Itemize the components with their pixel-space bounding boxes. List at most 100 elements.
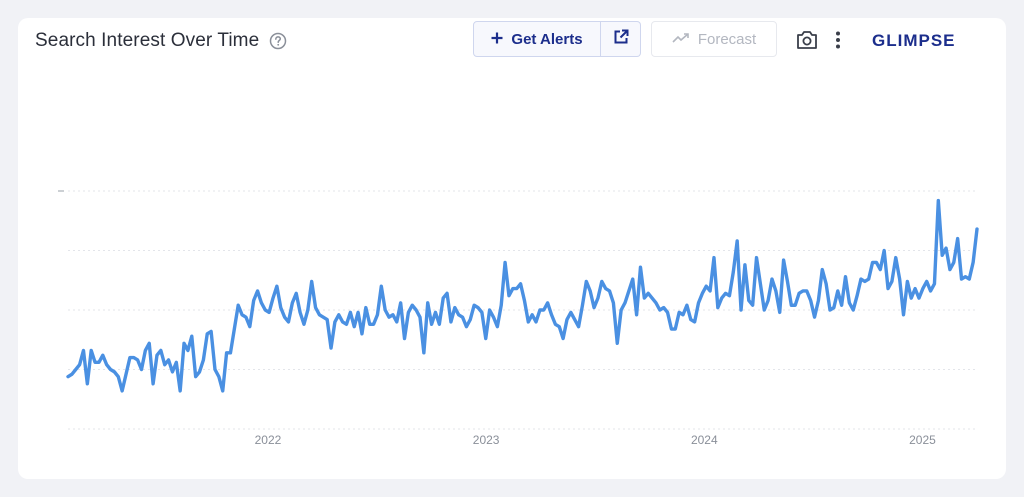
data-point [256,289,259,293]
data-point [937,199,940,202]
data-point [472,304,476,307]
data-point [217,375,221,378]
data-point [113,370,116,374]
data-point [476,306,480,309]
data-point [422,351,426,355]
data-point [306,308,310,312]
data-point [206,332,209,335]
data-point [74,368,77,371]
data-point [921,287,925,290]
data-point [805,289,808,293]
data-point [445,292,449,295]
data-point [732,270,735,274]
data-point [325,318,329,321]
data-point [279,306,282,309]
data-point [78,363,81,366]
data-point [542,308,545,312]
data-point [751,304,754,307]
data-point [534,320,538,324]
data-point [403,337,406,340]
data-point [577,325,580,328]
chart-card [18,18,1006,479]
data-point [894,256,897,259]
data-point [337,313,340,316]
data-point [298,311,302,314]
get-alerts-button[interactable]: Get Alerts [473,21,601,57]
data-point [287,320,290,324]
data-point [430,323,433,326]
data-point [194,375,197,378]
data-point [229,351,232,355]
kebab-menu-icon[interactable] [834,30,842,50]
data-point [755,256,758,259]
data-point [175,361,178,364]
data-point [956,237,959,240]
data-point [890,280,894,283]
forecast-button[interactable]: Forecast [651,21,777,57]
data-point [469,318,472,321]
data-point [658,308,662,312]
data-point [275,285,279,288]
data-point [933,282,936,286]
data-point [411,304,414,307]
data-point [538,308,542,312]
data-point [155,354,159,357]
data-point [619,308,623,312]
data-point [101,354,105,357]
data-point [561,337,565,340]
data-point [438,323,441,326]
data-point [708,289,712,293]
plus-icon [491,31,503,48]
x-tick-label: 2024 [691,433,718,447]
data-point [716,306,720,309]
data-point [356,311,360,314]
data-point [171,370,174,374]
data-point [387,315,391,319]
data-point [93,361,97,364]
data-point [964,275,967,278]
data-point [968,277,971,281]
data-point [639,265,642,269]
data-point [124,373,128,376]
data-point [140,368,143,371]
data-point [310,280,313,283]
data-point [484,337,487,340]
data-point [836,289,839,293]
data-point [720,296,723,300]
data-point [449,320,453,324]
data-point [426,301,429,305]
data-point [167,358,170,362]
data-point [685,304,689,307]
camera-icon[interactable] [796,30,818,50]
data-point [264,308,267,312]
data-point [608,289,611,293]
data-point [801,289,805,293]
data-point [879,268,882,271]
open-external-button[interactable] [601,21,641,57]
data-point [728,294,731,297]
data-point [929,289,932,293]
data-point [519,282,522,286]
data-point [240,313,244,316]
data-point [66,375,70,378]
question-circle-icon[interactable] [269,32,287,50]
data-point [291,301,294,305]
data-point [859,277,863,281]
data-point [944,246,948,250]
data-point [368,323,371,326]
data-point [148,342,151,345]
data-point [461,315,464,319]
data-point [372,323,375,326]
data-point [739,308,743,312]
data-point [442,296,445,300]
data-point [271,296,275,300]
data-point [735,239,739,243]
forecast-label: Forecast [697,30,757,48]
external-link-icon [613,29,629,50]
data-point [202,358,205,362]
data-point [333,320,337,324]
data-point [747,299,750,302]
data-point [852,308,855,312]
data-point [971,261,975,264]
